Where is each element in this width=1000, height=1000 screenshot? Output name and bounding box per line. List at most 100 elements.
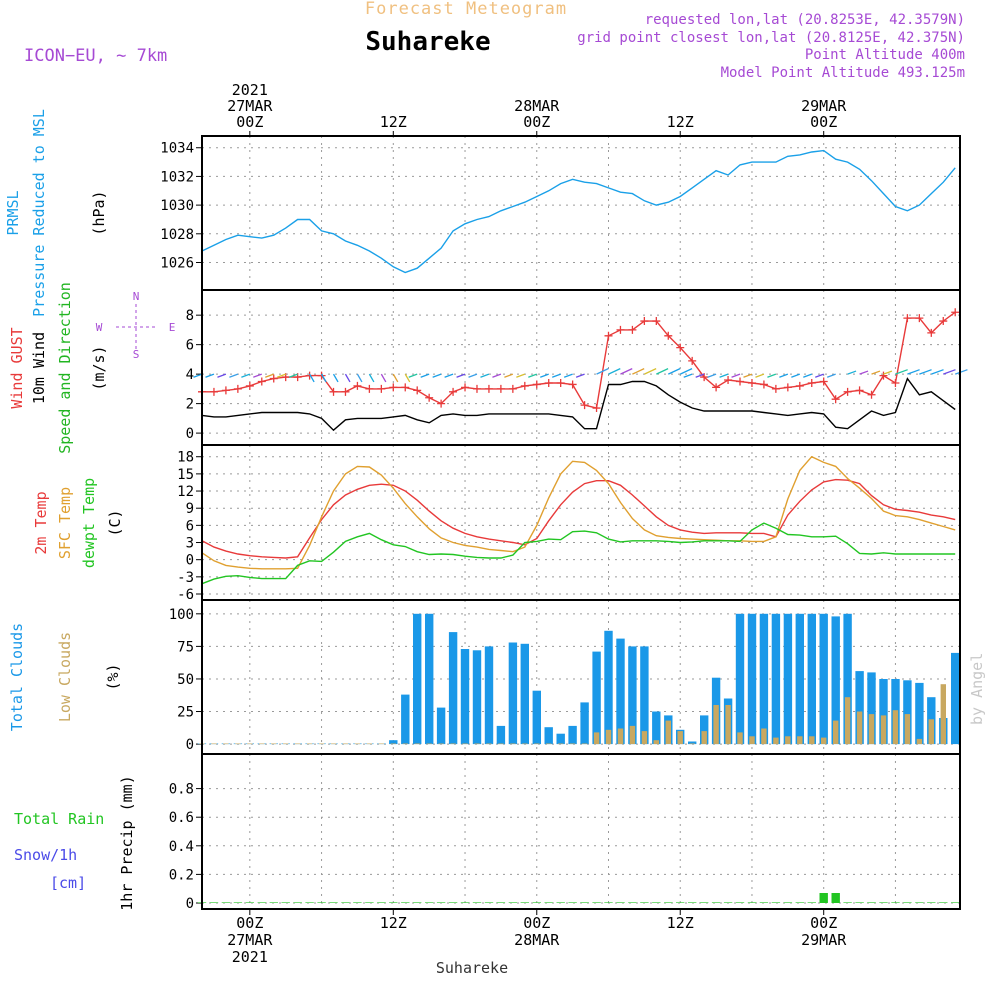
bar-total-clouds — [436, 707, 446, 745]
bar-total-clouds — [843, 613, 852, 745]
bar-total-clouds — [759, 613, 769, 745]
y-tick-label: 50 — [177, 672, 194, 688]
bar-low-clouds — [605, 729, 612, 745]
bar-total-clouds — [700, 715, 709, 745]
bar-low-clouds — [892, 710, 899, 745]
wind-direction-arrow — [815, 373, 824, 378]
gust-marker — [353, 381, 362, 390]
gust-marker — [341, 387, 350, 396]
bar-total-rain — [460, 902, 470, 903]
bar-total-clouds — [819, 613, 828, 745]
wind-direction-arrow — [779, 373, 789, 378]
bar-total-rain — [807, 902, 816, 903]
wind-direction-arrow — [695, 373, 705, 378]
wind-direction-arrow — [847, 370, 857, 375]
bottom-time-label: 00Z — [236, 914, 263, 932]
wind-direction-arrow — [596, 368, 609, 375]
location-title: Suhareke — [365, 27, 490, 57]
bar-total-clouds — [735, 613, 745, 745]
y-tick-label: 1028 — [160, 227, 194, 243]
bar-total-rain — [783, 902, 793, 903]
bar-low-clouds — [581, 743, 588, 745]
y-tick-label: 1032 — [160, 169, 194, 185]
bar-low-clouds — [880, 715, 887, 745]
top-time-label: 12Z — [667, 113, 694, 131]
gust-marker — [472, 384, 481, 393]
y-tick-label: 1030 — [160, 198, 194, 214]
wind-direction-arrow — [907, 369, 920, 375]
bar-total-clouds — [652, 711, 661, 745]
wind-direction-arrow — [468, 373, 478, 378]
wind-direction-arrow — [632, 368, 645, 375]
gust-marker — [712, 383, 721, 392]
bar-total-rain — [640, 902, 649, 903]
bar-low-clouds — [629, 725, 636, 745]
bar-low-clouds — [916, 738, 923, 745]
bar-total-rain — [915, 902, 924, 903]
footer-location: Suhareke — [436, 959, 508, 977]
bar-total-rain — [532, 902, 541, 903]
wind-direction-arrow — [229, 373, 239, 378]
y-tick-label: -6 — [177, 587, 194, 603]
bar-total-clouds — [413, 613, 422, 745]
panel-frame — [201, 135, 961, 291]
bar-low-clouds — [593, 732, 600, 745]
wind-direction-arrow — [380, 373, 387, 383]
bar-total-rain — [759, 902, 769, 903]
y-tick-label: 8 — [186, 308, 194, 324]
gust-marker — [532, 380, 541, 389]
y-tick-label: -3 — [177, 570, 194, 586]
panel-frame — [201, 753, 961, 910]
bar-total-rain — [317, 902, 326, 903]
wind-direction-arrow — [826, 373, 836, 378]
top-time-label: 00Z — [236, 113, 263, 131]
bar-low-clouds — [809, 736, 815, 745]
gust-marker — [592, 404, 601, 413]
bar-total-rain — [436, 902, 446, 903]
gust-marker — [855, 386, 864, 395]
bar-total-rain — [556, 902, 565, 903]
wind-direction-arrow — [668, 368, 681, 375]
gust-marker — [831, 395, 840, 404]
bar-total-rain — [676, 902, 685, 903]
rain-label: Total Rain — [14, 810, 104, 828]
gust-marker — [269, 374, 278, 383]
bar-low-clouds — [665, 720, 671, 744]
wind-direction-arrow — [791, 373, 801, 378]
wind-direction-arrow — [404, 373, 411, 383]
bar-total-rain — [628, 902, 637, 903]
bar-total-clouds — [795, 613, 804, 745]
gust-marker — [568, 380, 577, 389]
wind-direction-arrow — [608, 368, 621, 375]
bar-low-clouds — [306, 743, 313, 745]
wind-direction-arrow — [743, 373, 753, 378]
wind-direction-arrow — [871, 370, 881, 375]
gust-marker — [795, 381, 804, 390]
gust-marker — [437, 399, 446, 408]
series-line-sfc-temp — [201, 455, 956, 570]
wind-direction-arrow — [679, 368, 693, 375]
bar-low-clouds — [689, 743, 695, 745]
axis-label-clouds: Low Clouds — [56, 632, 74, 722]
gust-marker — [939, 317, 948, 326]
bar-total-rain — [448, 902, 458, 903]
panel-frame — [201, 289, 961, 446]
bar-total-clouds — [425, 613, 434, 745]
wind-direction-arrow — [456, 373, 466, 378]
gust-marker — [413, 386, 422, 395]
gust-marker — [245, 381, 254, 390]
bar-total-clouds — [520, 643, 529, 745]
axis-label-pressure: PRMSL — [4, 190, 22, 235]
axis-label-clouds: Total Clouds — [8, 623, 26, 731]
bar-total-rain — [281, 902, 290, 903]
bottom-time-label: 2021 — [232, 948, 268, 966]
bottom-time-label: 28MAR — [514, 931, 560, 949]
gust-marker — [544, 378, 553, 387]
series-line-dewpt-temp — [201, 522, 956, 585]
bar-low-clouds — [414, 743, 420, 745]
bar-total-rain — [819, 893, 828, 903]
gust-marker — [807, 378, 816, 387]
bar-total-clouds — [747, 613, 757, 745]
bar-total-clouds — [867, 672, 876, 745]
